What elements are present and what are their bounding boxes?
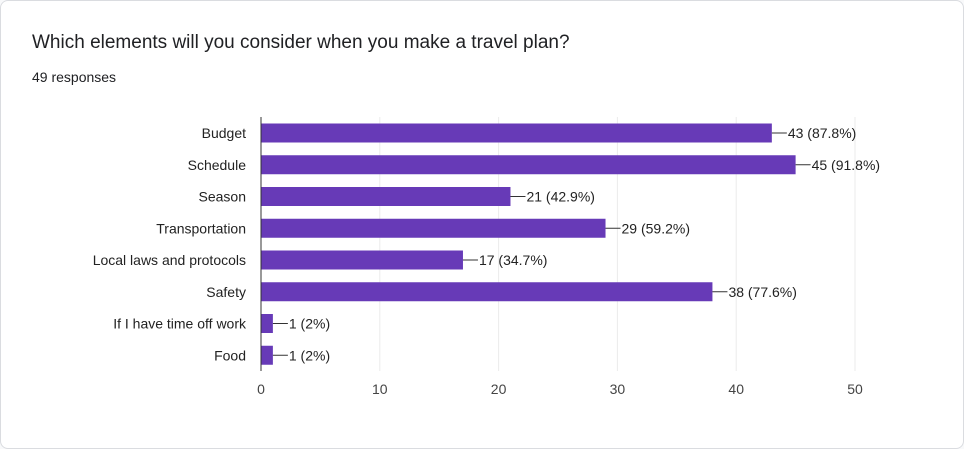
category-label: Food [214, 347, 246, 363]
bar [261, 218, 606, 238]
category-label: Season [199, 189, 246, 205]
category-label: If I have time off work [113, 316, 247, 332]
category-label: Transportation [156, 220, 246, 236]
data-label: 1 (2%) [289, 316, 330, 332]
x-tick-label: 30 [610, 381, 626, 397]
x-tick-label: 20 [491, 381, 507, 397]
category-label: Budget [202, 125, 246, 141]
question-title: Which elements will you consider when yo… [32, 32, 570, 53]
data-label: 38 (77.6%) [728, 284, 796, 300]
data-label: 21 (42.9%) [526, 189, 594, 205]
bar [261, 187, 511, 206]
category-label: Schedule [188, 157, 247, 173]
data-label: 43 (87.8%) [788, 125, 856, 141]
x-tick-label: 50 [847, 381, 863, 397]
bar [261, 314, 273, 333]
data-label: 29 (59.2%) [622, 220, 690, 236]
bar [261, 345, 273, 365]
category-label: Local laws and protocols [93, 252, 246, 268]
category-label: Safety [206, 284, 246, 300]
data-label: 17 (34.7%) [479, 252, 547, 268]
x-tick-label: 10 [372, 381, 388, 397]
bar [261, 123, 772, 143]
bar [261, 250, 463, 270]
x-tick-label: 0 [257, 381, 265, 397]
bar [261, 282, 713, 302]
data-label: 45 (91.8%) [812, 157, 880, 173]
response-count: 49 responses [32, 69, 117, 85]
data-label: 1 (2%) [289, 347, 330, 363]
bar [261, 155, 796, 175]
x-tick-label: 40 [728, 381, 744, 397]
